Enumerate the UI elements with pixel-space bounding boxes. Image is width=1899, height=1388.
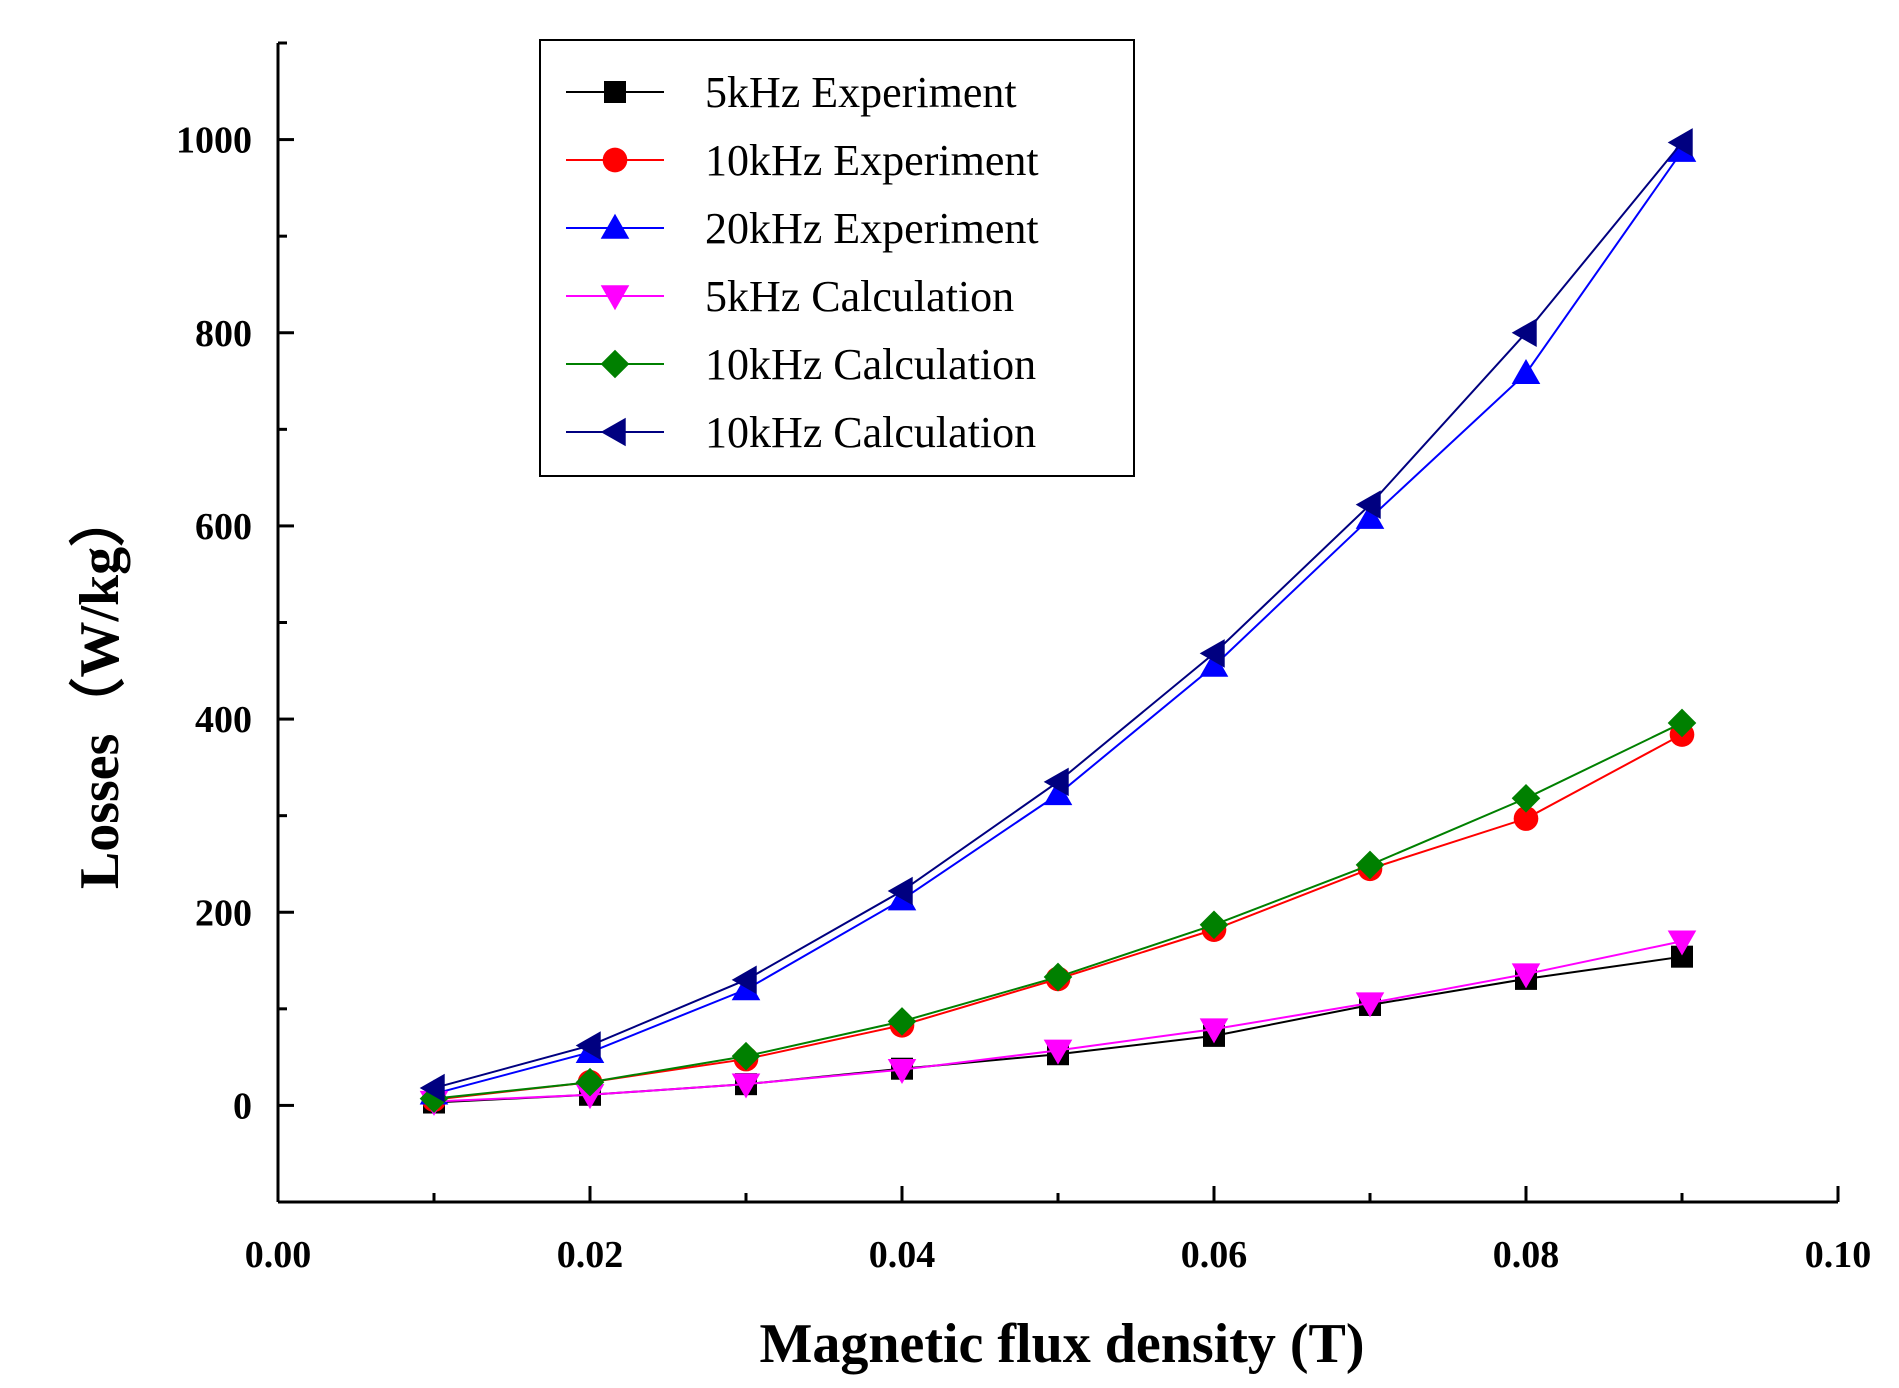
data-point [575, 1031, 601, 1060]
data-point [887, 1058, 917, 1084]
legend-marker [602, 147, 628, 173]
legend-marker [600, 285, 630, 311]
legend-entry: 5kHz Experiment [566, 68, 1017, 117]
legend-entry: 10kHz Calculation [566, 408, 1036, 457]
legend-marker [600, 213, 630, 239]
data-point [1667, 930, 1697, 956]
data-point [575, 1084, 605, 1110]
data-point [1199, 1018, 1229, 1044]
data-point [1511, 783, 1541, 813]
data-point [1043, 780, 1073, 806]
data-point [1355, 992, 1385, 1018]
data-point [1671, 945, 1693, 968]
legend-label: 10kHz Calculation [705, 340, 1036, 389]
legend-entry: 20kHz Experiment [566, 204, 1039, 253]
data-point [1511, 359, 1541, 385]
series-4 [419, 930, 1697, 1116]
data-point [731, 965, 757, 995]
series-6 [419, 128, 1693, 1103]
legend-marker [600, 349, 630, 379]
y-tick-label: 200 [195, 892, 252, 934]
legend-label: 20kHz Experiment [705, 204, 1039, 253]
x-tick-label: 0.10 [1805, 1234, 1872, 1276]
data-point [1199, 639, 1225, 668]
y-tick-label: 0 [233, 1085, 252, 1127]
data-point [1199, 910, 1229, 940]
y-tick-label: 800 [195, 313, 252, 355]
data-point [1043, 767, 1069, 797]
axes-layer: 0.00 0.02 0.04 0.06 0.08 0.10 0 200 400 600 800 100… [176, 41, 1872, 1276]
y-tick-label: 1000 [176, 120, 252, 162]
data-point [1511, 318, 1537, 348]
data-point [1199, 651, 1229, 677]
legend-marker [604, 81, 626, 103]
data-point [419, 1073, 445, 1103]
data-point [1355, 503, 1385, 529]
legend-label: 5kHz Calculation [705, 272, 1014, 321]
data-point [1043, 1039, 1073, 1065]
data-point [1667, 128, 1693, 157]
x-tick-label: 0.00 [245, 1234, 312, 1276]
legend-entry: 10kHz Experiment [566, 136, 1039, 185]
data-point [1511, 963, 1541, 989]
x-tick-label: 0.08 [1493, 1234, 1560, 1276]
y-tick-label: 400 [195, 699, 252, 741]
legend-marker [600, 417, 626, 447]
data-point [1043, 962, 1073, 992]
data-point [1667, 708, 1697, 738]
data-point [731, 1073, 761, 1099]
legend: 5kHz Experiment 10kHz Experiment 20kHz Exp… [539, 39, 1135, 477]
x-tick-label: 0.06 [1181, 1234, 1248, 1276]
x-axis-title: Magnetic flux density (T) [759, 1313, 1364, 1375]
data-point [731, 1041, 761, 1071]
legend-label: 10kHz Calculation [705, 408, 1036, 457]
data-point [575, 1067, 605, 1097]
legend-box [539, 39, 1135, 477]
legend-entry: 10kHz Calculation [566, 340, 1036, 389]
series-layer [419, 128, 1697, 1116]
data-point [1355, 850, 1385, 880]
legend-label: 10kHz Experiment [705, 136, 1039, 185]
legend-entry: 5kHz Calculation [566, 272, 1014, 321]
y-axis-title: Losses（W/kg） [68, 491, 131, 889]
data-point [887, 1007, 917, 1036]
data-point [1513, 806, 1539, 831]
y-tick-label: 600 [195, 506, 252, 548]
legend-label: 5kHz Experiment [705, 68, 1017, 117]
x-tick-label: 0.02 [557, 1234, 624, 1276]
x-tick-label: 0.04 [869, 1234, 936, 1276]
data-point [887, 876, 913, 906]
series-5 [419, 708, 1697, 1113]
data-point [1355, 490, 1381, 519]
